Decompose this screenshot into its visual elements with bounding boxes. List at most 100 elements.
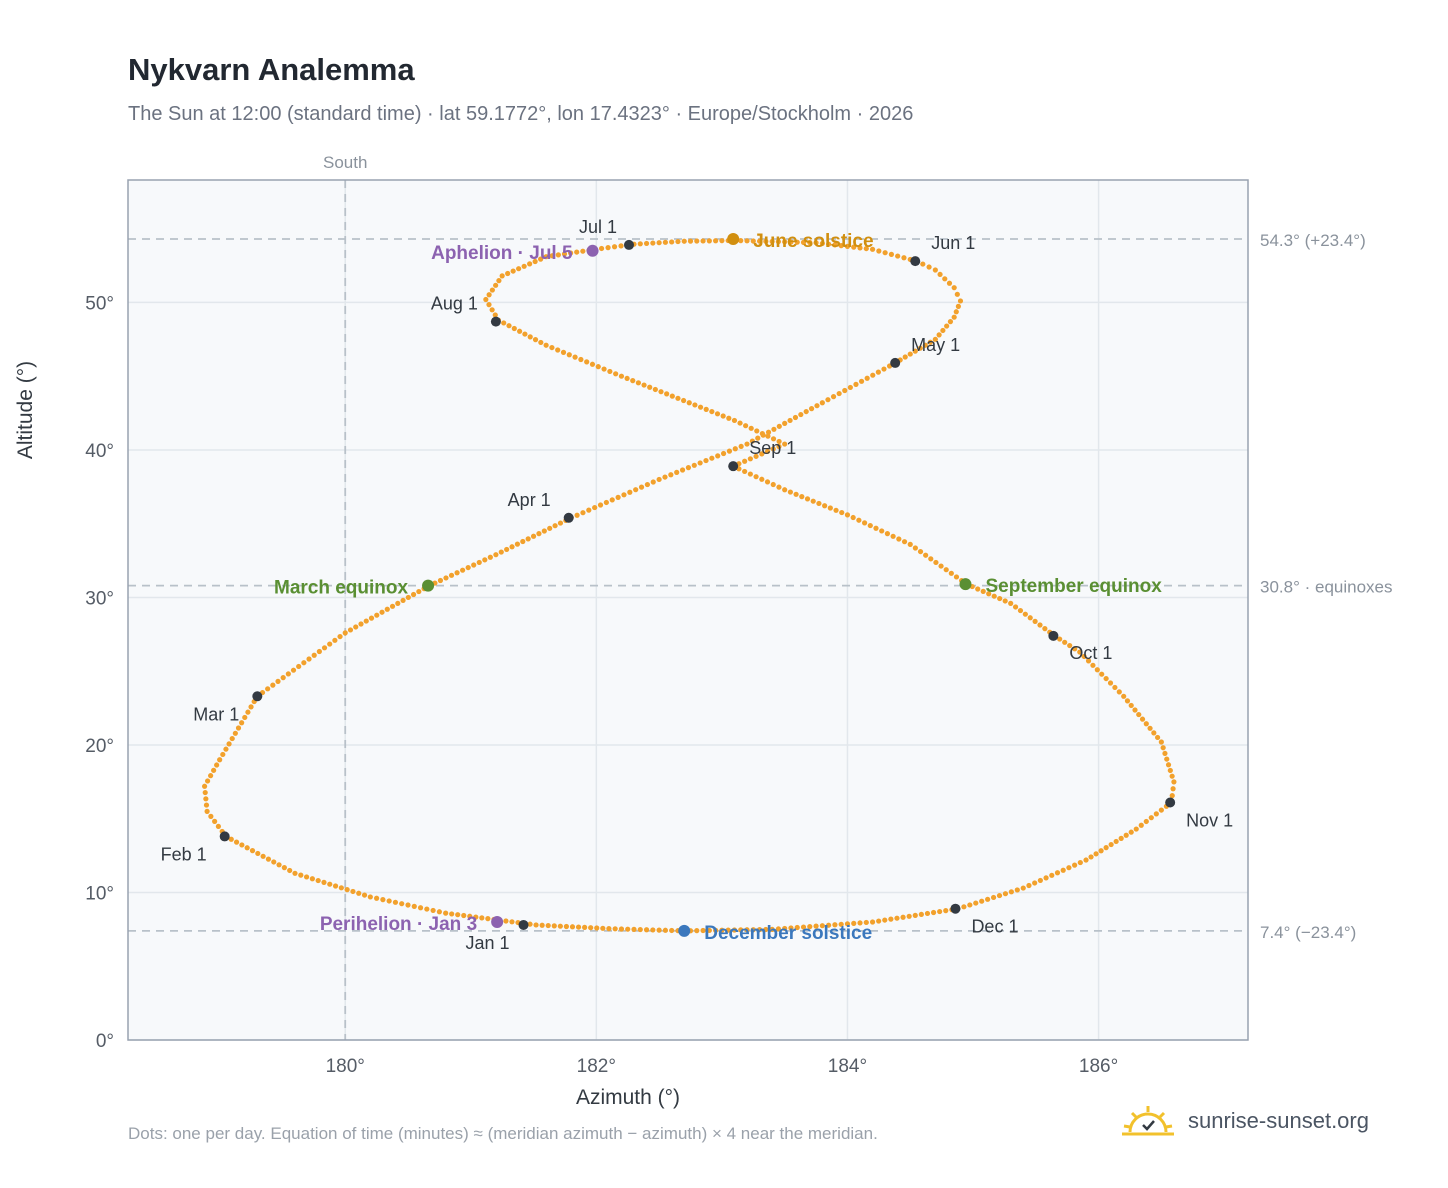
daily-dot <box>613 371 619 377</box>
daily-dot <box>1090 662 1096 668</box>
daily-dot <box>586 507 592 513</box>
daily-dot <box>637 926 643 933</box>
daily-dot <box>1143 721 1149 727</box>
month-marker <box>728 461 739 472</box>
daily-dot <box>430 907 436 914</box>
daily-dot <box>223 746 229 752</box>
daily-dot <box>918 911 924 918</box>
daily-dot <box>229 735 235 742</box>
daily-dot <box>890 533 896 539</box>
daily-dot <box>606 926 612 932</box>
daily-dot <box>755 435 761 441</box>
daily-dot <box>505 270 511 277</box>
daily-dot <box>944 323 950 329</box>
daily-dot <box>844 243 851 249</box>
daily-dot <box>265 856 272 862</box>
daily-dot <box>713 927 719 933</box>
event-label: March equinox <box>274 578 409 599</box>
daily-dot <box>816 500 822 507</box>
daily-dot <box>615 494 621 500</box>
daily-dot <box>1170 786 1176 792</box>
daily-dot <box>504 546 510 553</box>
event-label: Perihelion · Jan 3 <box>320 914 477 935</box>
daily-dot <box>858 378 865 384</box>
daily-dot <box>782 441 788 447</box>
daily-dot <box>618 926 625 932</box>
daily-dot <box>482 557 488 563</box>
daily-dot <box>895 253 901 259</box>
y-tick-label: 20° <box>85 736 114 757</box>
daily-dot <box>937 908 943 915</box>
daily-dot <box>514 541 521 547</box>
daily-dot <box>527 261 533 267</box>
month-marker <box>1165 797 1176 808</box>
daily-dot <box>782 487 788 493</box>
daily-dot <box>211 767 217 773</box>
daily-dot <box>986 591 992 597</box>
daily-dot <box>492 312 498 318</box>
daily-dot <box>618 373 625 379</box>
daily-dot <box>794 924 800 931</box>
daily-dot <box>538 256 544 262</box>
daily-dot <box>496 278 502 284</box>
month-label: Dec 1 <box>971 917 1018 937</box>
daily-dot <box>838 243 844 249</box>
daily-dot <box>691 462 697 468</box>
daily-dot <box>437 577 444 584</box>
x-tick-label: 180° <box>326 1056 365 1077</box>
axes: 180° 182° 184° 186° 0° 10° 20° 30° 40° 50° Azimuth… <box>14 293 1118 1109</box>
daily-dot <box>943 908 949 914</box>
daily-dot <box>770 446 776 452</box>
event-marker <box>678 924 691 937</box>
daily-dot <box>1128 829 1134 835</box>
daily-dot <box>424 906 430 912</box>
month-label: May 1 <box>911 335 960 355</box>
daily-dot <box>541 528 547 534</box>
daily-dot <box>1118 835 1124 841</box>
daily-dot <box>788 925 794 931</box>
x-axis-label: Azimuth (°) <box>576 1086 680 1109</box>
daily-dot <box>947 319 954 325</box>
daily-dot <box>770 436 777 442</box>
daily-dot <box>814 403 820 409</box>
daily-dot <box>669 239 675 245</box>
daily-dot <box>1133 826 1139 832</box>
daily-dot <box>575 924 582 930</box>
daily-dot <box>584 359 590 365</box>
daily-dot <box>367 894 373 900</box>
daily-dot <box>884 531 891 537</box>
daily-dot <box>1043 875 1049 881</box>
daily-dot <box>1169 773 1175 779</box>
daily-dot <box>765 433 771 439</box>
daily-dot <box>662 474 668 480</box>
daily-dot <box>380 897 386 903</box>
y-tick-label: 30° <box>85 588 114 609</box>
daily-dot <box>239 842 245 848</box>
month-marker <box>490 316 501 327</box>
daily-dot <box>656 476 662 483</box>
daily-dot <box>869 919 876 925</box>
daily-dot <box>697 460 703 466</box>
daily-dot <box>1108 841 1114 848</box>
daily-dot <box>232 730 238 736</box>
daily-dot <box>738 238 744 244</box>
daily-dot <box>703 457 709 464</box>
daily-dot <box>460 567 466 573</box>
daily-dot <box>363 618 369 624</box>
daily-dot <box>522 331 528 337</box>
daily-dot <box>753 453 759 459</box>
daily-dot <box>281 865 287 871</box>
daily-dot <box>1017 607 1024 614</box>
daily-dot <box>912 912 918 918</box>
daily-dot <box>627 489 633 495</box>
daily-dot <box>501 320 507 326</box>
month-label: Jul 1 <box>579 217 617 237</box>
daily-dot <box>454 570 460 576</box>
daily-dot <box>759 430 765 437</box>
daily-dot <box>202 789 208 796</box>
daily-dot <box>870 372 876 378</box>
daily-dot <box>951 285 957 291</box>
daily-dot <box>957 298 964 304</box>
daily-dot <box>686 400 692 406</box>
daily-dot <box>807 239 813 246</box>
